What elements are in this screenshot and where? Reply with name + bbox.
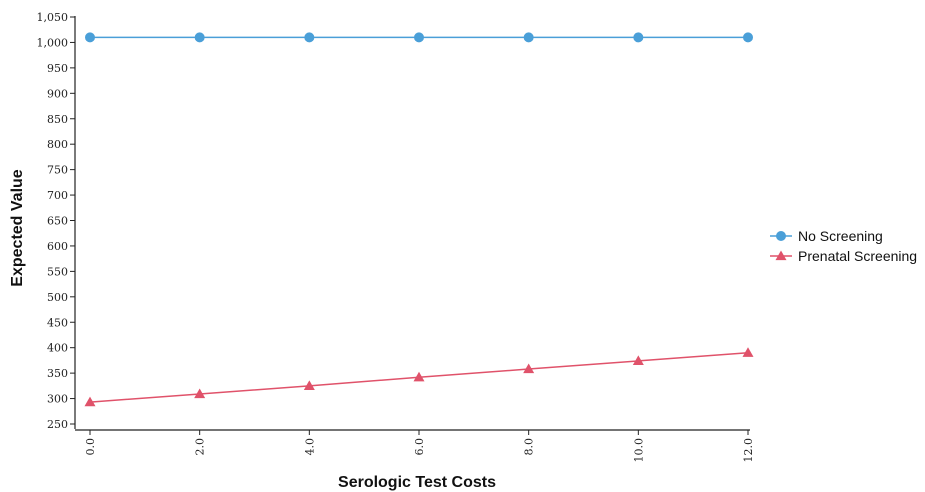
y-tick-label: 950 <box>47 62 68 75</box>
data-point <box>742 347 754 357</box>
legend-marker <box>775 250 787 261</box>
legend-item: Prenatal Screening <box>770 248 917 264</box>
x-tick-label: 0.0 <box>84 438 97 456</box>
x-tick-label: 2.0 <box>194 438 207 456</box>
data-point <box>304 32 315 43</box>
legend-marker <box>776 231 786 241</box>
legend-item: No Screening <box>770 228 883 244</box>
y-tick-label: 850 <box>47 113 68 126</box>
x-axis-label: Serologic Test Costs <box>338 474 496 491</box>
legend-label: No Screening <box>798 228 883 244</box>
y-axis-label: Expected Value <box>9 169 26 286</box>
x-tick-label: 6.0 <box>413 438 426 456</box>
data-point <box>194 32 205 43</box>
y-tick-label: 600 <box>47 240 68 253</box>
y-tick-label: 450 <box>47 316 68 329</box>
y-tick-label: 500 <box>47 291 68 304</box>
y-tick-label: 700 <box>47 189 68 202</box>
y-tick-label: 650 <box>47 215 68 228</box>
y-tick-label: 550 <box>47 265 68 278</box>
data-point <box>85 32 95 43</box>
y-tick-label: 300 <box>47 393 68 406</box>
y-tick-label: 250 <box>47 418 68 431</box>
y-tick-label: 900 <box>47 87 68 100</box>
data-point <box>303 380 315 390</box>
data-point <box>632 355 644 366</box>
x-tick-label: 8.0 <box>523 438 536 456</box>
data-point <box>414 32 424 43</box>
data-point <box>84 396 96 407</box>
data-point <box>523 32 534 43</box>
data-point <box>413 371 425 382</box>
y-tick-label: 1,000 <box>37 36 69 49</box>
x-tick-label: 12.0 <box>742 438 755 463</box>
data-point <box>194 388 206 399</box>
data-point <box>743 32 753 43</box>
series-layer <box>84 32 754 407</box>
legend: No Screening Prenatal Screening <box>770 228 917 264</box>
y-tick-label: 350 <box>47 367 68 380</box>
y-tick-label: 800 <box>47 138 68 151</box>
y-tick-label: 1,050 <box>37 11 69 24</box>
y-tick-label: 750 <box>47 164 68 177</box>
series-prenatal-screening <box>84 347 754 407</box>
data-point <box>633 32 644 43</box>
series-no-screening <box>85 32 753 43</box>
data-point <box>523 363 535 374</box>
y-tick-label: 400 <box>47 342 68 355</box>
x-axis: 0.0 2.0 4.0 6.0 8.0 10.0 12.0 <box>75 429 755 463</box>
x-tick-label: 10.0 <box>632 438 645 463</box>
x-tick-label: 4.0 <box>303 438 316 456</box>
legend-label: Prenatal Screening <box>798 248 917 264</box>
y-axis: 250 300 350 400 450 500 550 600 650 700 750 800 850 9… <box>37 11 76 431</box>
